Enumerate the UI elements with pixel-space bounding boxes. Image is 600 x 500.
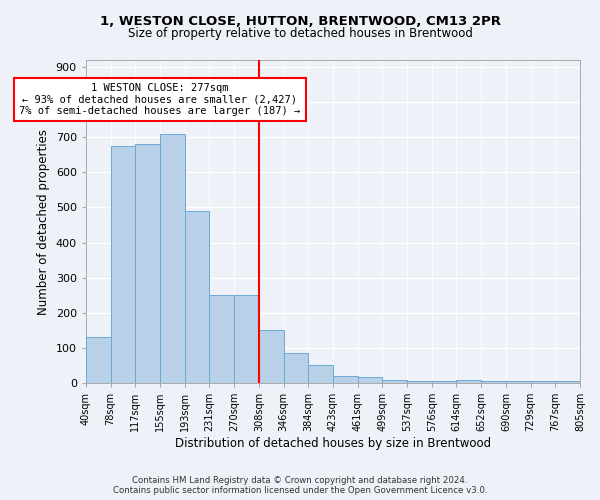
Text: 1, WESTON CLOSE, HUTTON, BRENTWOOD, CM13 2PR: 1, WESTON CLOSE, HUTTON, BRENTWOOD, CM13… (100, 15, 500, 28)
Bar (259, 330, 284, 383)
Bar (110, 146, 135, 383)
Y-axis label: Number of detached properties: Number of detached properties (37, 128, 50, 314)
Bar (185, 211, 209, 383)
Bar (234, 296, 259, 383)
X-axis label: Distribution of detached houses by size in Brentwood: Distribution of detached houses by size … (175, 437, 491, 450)
Bar (86, 338, 110, 383)
Bar (457, 380, 481, 383)
Bar (555, 382, 580, 383)
Bar (135, 144, 160, 383)
Bar (160, 134, 185, 383)
Bar (284, 353, 308, 383)
Bar (358, 377, 382, 383)
Bar (530, 382, 555, 383)
Text: Contains HM Land Registry data © Crown copyright and database right 2024.
Contai: Contains HM Land Registry data © Crown c… (113, 476, 487, 495)
Bar (308, 366, 333, 383)
Text: Size of property relative to detached houses in Brentwood: Size of property relative to detached ho… (128, 28, 472, 40)
Bar (382, 380, 407, 383)
Bar (333, 376, 358, 383)
Bar (407, 382, 432, 383)
Text: 1 WESTON CLOSE: 277sqm
← 93% of detached houses are smaller (2,427)
7% of semi-d: 1 WESTON CLOSE: 277sqm ← 93% of detached… (19, 83, 301, 116)
Bar (209, 296, 234, 383)
Bar (481, 382, 506, 383)
Bar (432, 382, 457, 383)
Bar (506, 382, 530, 383)
